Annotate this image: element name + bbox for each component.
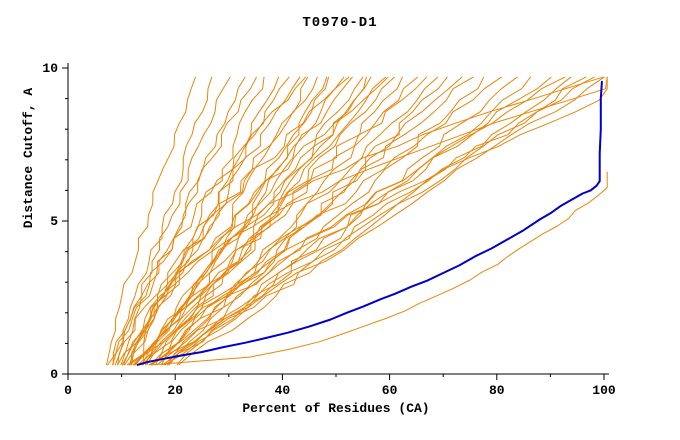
model-curve — [168, 76, 595, 366]
model-curve — [146, 76, 608, 366]
x-tick-label: 40 — [275, 383, 291, 398]
x-tick-label: 60 — [382, 383, 398, 398]
model-curve — [149, 76, 448, 366]
model-curve — [130, 76, 608, 366]
model-curve — [163, 76, 418, 366]
y-axis-label: Distance Cutoff, A — [21, 88, 36, 229]
y-tick-label: 10 — [42, 61, 58, 76]
y-tick-label: 5 — [50, 214, 58, 229]
model-curve — [178, 76, 572, 366]
model-curve — [166, 76, 552, 366]
model-curve — [128, 76, 265, 366]
model-curve — [126, 76, 328, 366]
model-curve — [142, 76, 403, 366]
model-curve — [162, 76, 587, 366]
model-curve — [129, 76, 386, 366]
chart-title: T0970-D1 — [302, 15, 377, 31]
model-curve — [176, 76, 518, 366]
x-tick-label: 20 — [167, 383, 183, 398]
model-curve — [120, 76, 257, 366]
model-curve — [143, 76, 604, 366]
model-curve — [137, 76, 364, 366]
model-curve — [150, 76, 439, 366]
model-curve — [141, 76, 474, 366]
model-curve — [160, 76, 395, 366]
model-curve — [152, 171, 608, 366]
x-axis-label: Percent of Residues (CA) — [242, 401, 429, 416]
model-curve — [132, 76, 345, 366]
model-curve — [112, 76, 307, 366]
model-curve — [106, 76, 196, 366]
model-curve — [112, 76, 213, 366]
model-curve — [150, 76, 372, 366]
model-curve — [164, 76, 605, 366]
model-curve — [123, 76, 301, 366]
x-tick-label: 80 — [489, 383, 505, 398]
model-curve — [133, 76, 367, 366]
x-tick-label: 100 — [592, 383, 616, 398]
model-curve — [117, 76, 350, 366]
y-tick-label: 0 — [50, 367, 58, 382]
model-curve — [151, 76, 502, 366]
plot-area: 0 20 40 60 80 100 0 5 10 — [42, 61, 616, 398]
best-model-curve — [136, 80, 603, 366]
x-tick-label: 0 — [64, 383, 72, 398]
